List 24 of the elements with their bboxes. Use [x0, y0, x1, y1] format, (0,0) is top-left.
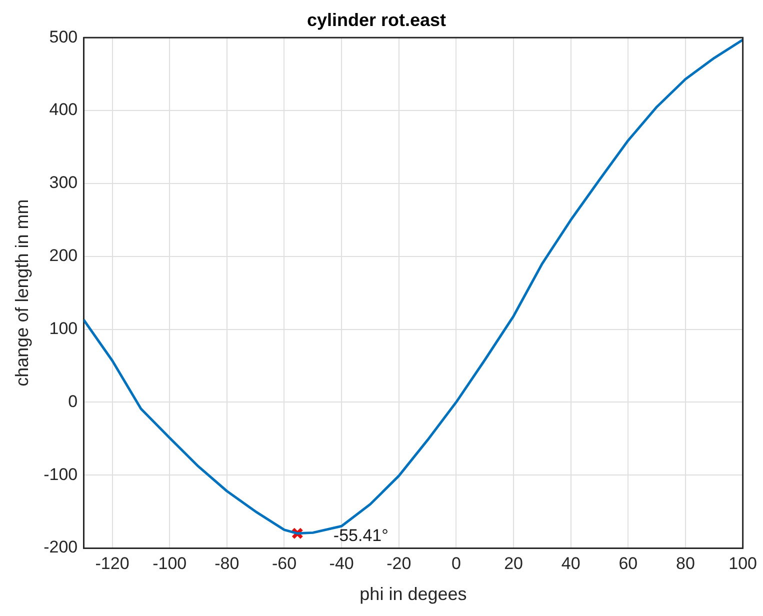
chart-title: cylinder rot.east: [306, 10, 446, 30]
x-tick-label: 0: [451, 554, 461, 573]
annotation: -55.41°: [333, 526, 388, 546]
y-tick-label: 0: [68, 392, 78, 411]
y-tick-label: 300: [49, 173, 78, 192]
y-tick-label: 400: [49, 100, 78, 120]
x-tick-label: 80: [676, 554, 695, 573]
x-tick-label: -40: [329, 554, 354, 573]
x-tick-label: 20: [504, 554, 523, 573]
x-tick-label: -20: [386, 554, 412, 573]
y-tick-label: -200: [44, 538, 78, 557]
x-tick-label: -80: [214, 554, 240, 573]
x-tick-label: 40: [561, 554, 580, 573]
y-axis-title: change of length in mm: [12, 199, 32, 386]
x-tick-label: 100: [728, 554, 758, 573]
y-tick-label: 100: [49, 318, 78, 338]
x-tick-label: 60: [618, 554, 638, 573]
x-tick-label: -120: [95, 554, 130, 573]
y-tick-label: -100: [44, 464, 78, 484]
x-tick-label: -100: [152, 554, 187, 573]
y-tick-label: 500: [49, 27, 78, 46]
x-axis-title: phi in degees: [360, 584, 467, 604]
y-tick-label: 200: [49, 246, 78, 266]
x-tick-label: -60: [272, 554, 297, 573]
